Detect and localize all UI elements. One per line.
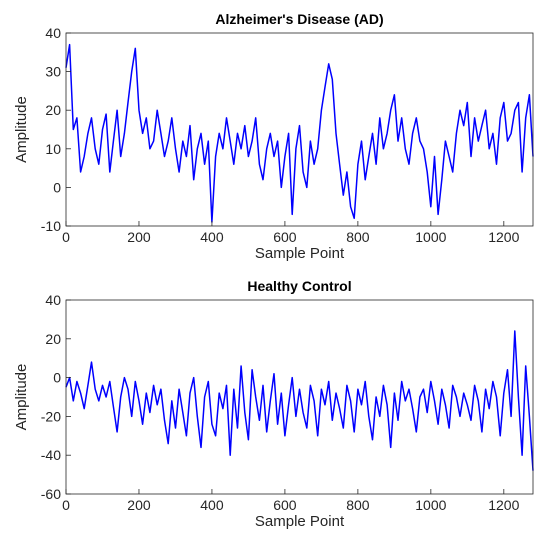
x-tick-label: 1000 xyxy=(415,229,446,245)
chart-title: Healthy Control xyxy=(247,278,351,294)
x-tick-label: 800 xyxy=(346,497,370,513)
y-axis-label: Amplitude xyxy=(13,96,30,163)
axes-box xyxy=(65,32,534,227)
y-tick-label: -10 xyxy=(41,218,61,234)
x-tick-label: 400 xyxy=(200,229,224,245)
y-tick-label: 10 xyxy=(45,141,61,157)
signal-line xyxy=(65,43,534,223)
x-tick-label: 1200 xyxy=(488,497,519,513)
x-tick-label: 600 xyxy=(273,497,297,513)
y-tick-label: 40 xyxy=(45,25,61,41)
x-tick-label: 1200 xyxy=(488,229,519,245)
y-tick-label: -40 xyxy=(41,447,61,463)
y-tick-label: -60 xyxy=(41,486,61,502)
x-tick-label: 1000 xyxy=(415,497,446,513)
y-tick-label: 40 xyxy=(45,292,61,308)
x-tick-label: 200 xyxy=(127,229,151,245)
y-tick-label: 20 xyxy=(45,331,61,347)
y-tick-label: 0 xyxy=(53,179,61,195)
x-tick-label: 0 xyxy=(62,497,70,513)
x-tick-label: 0 xyxy=(62,229,70,245)
y-tick-label: 0 xyxy=(53,370,61,386)
chart-title: Alzheimer's Disease (AD) xyxy=(215,11,383,27)
axes-box xyxy=(65,299,534,495)
y-axis-label: Amplitude xyxy=(13,364,30,431)
x-tick-label: 800 xyxy=(346,229,370,245)
x-tick-label: 200 xyxy=(127,497,151,513)
x-tick-label: 600 xyxy=(273,229,297,245)
x-axis-label: Sample Point xyxy=(255,513,345,530)
x-axis-label: Sample Point xyxy=(255,245,345,262)
y-tick-label: 20 xyxy=(45,102,61,118)
y-tick-label: -20 xyxy=(41,408,61,424)
y-tick-label: 30 xyxy=(45,64,61,80)
plot-area xyxy=(66,300,533,494)
x-tick-label: 400 xyxy=(200,497,224,513)
signal-line xyxy=(65,330,534,471)
